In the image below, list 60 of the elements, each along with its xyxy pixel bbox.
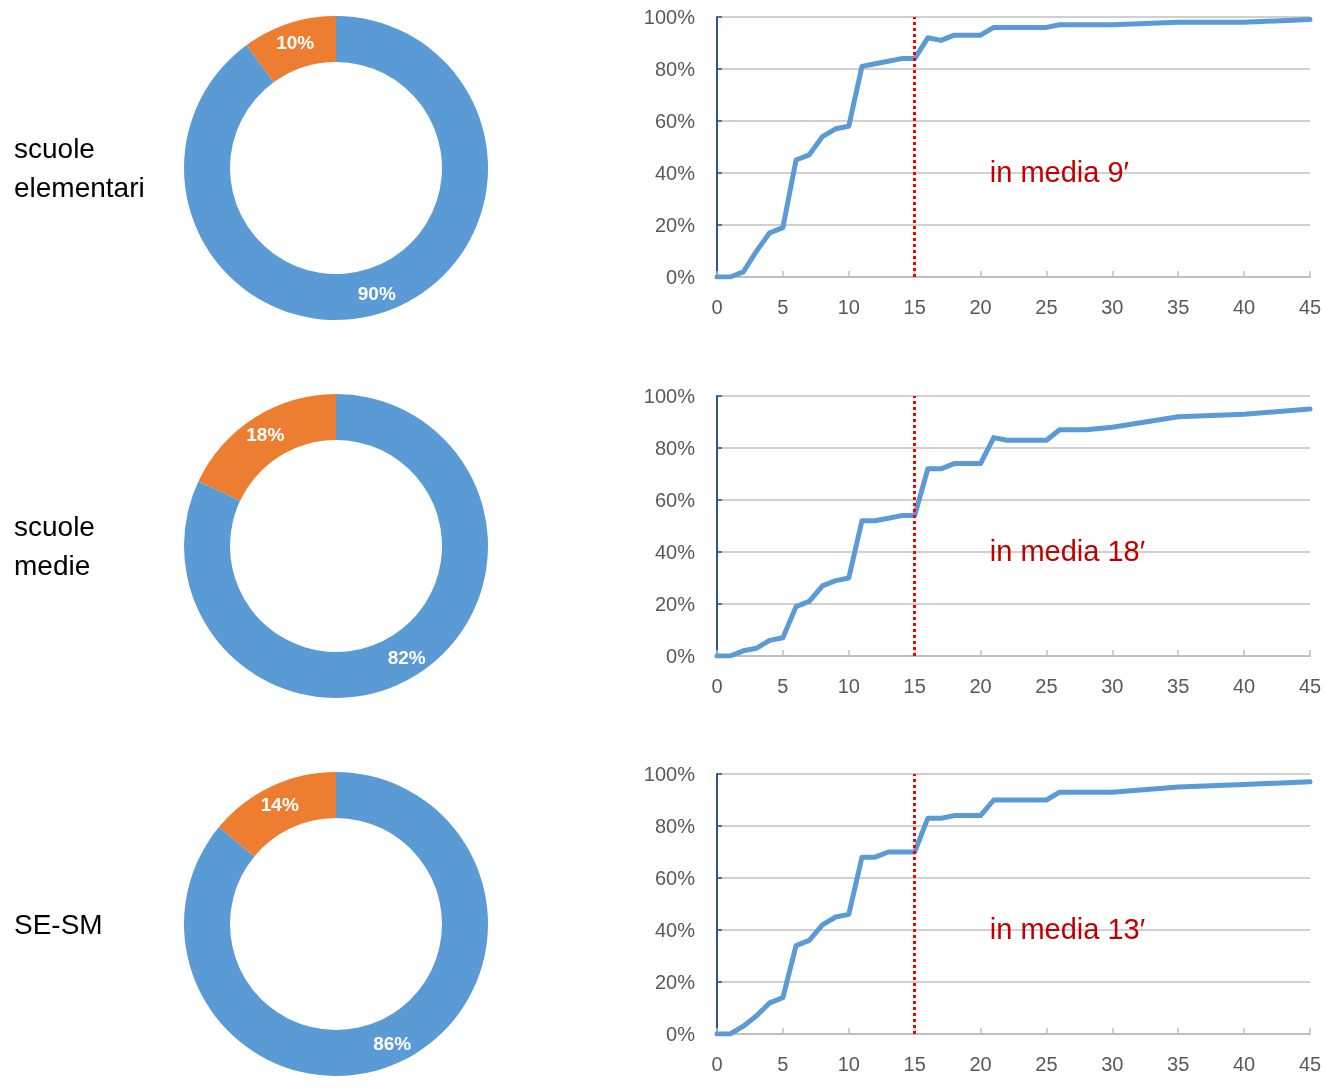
- y-tick-label: 0%: [666, 645, 696, 667]
- x-tick-label: 35: [1167, 675, 1190, 697]
- x-tick-label: 20: [969, 296, 992, 318]
- x-tick-label: 10: [837, 675, 860, 697]
- x-tick-label: 45: [1298, 1053, 1322, 1075]
- text: SE-SM: [14, 908, 103, 940]
- annotation: in media 18′: [989, 535, 1146, 568]
- y-tick-label: 60%: [654, 489, 696, 511]
- x-tick-label: 25: [1035, 296, 1058, 318]
- x-tick-label: 45: [1298, 675, 1322, 697]
- data-label: 82%: [387, 646, 426, 668]
- y-tick-label: 80%: [654, 58, 696, 80]
- y-tick-label: 40%: [654, 919, 696, 941]
- x-tick-label: 0: [711, 296, 723, 318]
- x-tick-label: 30: [1101, 1053, 1124, 1075]
- x-tick-label: 0: [711, 675, 723, 697]
- x-tick-label: 30: [1101, 675, 1124, 697]
- x-tick-label: 20: [969, 675, 992, 697]
- y-tick-label: 20%: [654, 971, 696, 993]
- x-tick-label: 15: [903, 1053, 926, 1075]
- x-tick-label: 40: [1232, 1053, 1256, 1075]
- x-tick-label: 10: [837, 296, 860, 318]
- y-tick-label: 20%: [654, 593, 696, 615]
- x-tick-label: 0: [711, 1053, 723, 1075]
- x-tick-label: 45: [1298, 296, 1322, 318]
- annotation: in media 13′: [989, 913, 1146, 946]
- x-tick-label: 25: [1035, 675, 1058, 697]
- text: scuole elementari: [14, 133, 145, 203]
- data-label: 90%: [357, 283, 396, 305]
- data-label: 10%: [276, 31, 315, 53]
- data-label: 18%: [246, 424, 285, 446]
- x-tick-label: 35: [1167, 1053, 1190, 1075]
- y-tick-label: 100%: [643, 763, 696, 785]
- x-tick-label: 15: [903, 296, 926, 318]
- x-tick-label: 5: [777, 675, 789, 697]
- y-tick-label: 40%: [654, 541, 696, 563]
- x-tick-label: 35: [1167, 296, 1190, 318]
- y-tick-label: 60%: [654, 867, 696, 889]
- y-tick-label: 60%: [654, 110, 696, 132]
- x-tick-label: 15: [903, 675, 926, 697]
- annotation: in media 9′: [989, 156, 1130, 189]
- x-tick-label: 40: [1232, 296, 1256, 318]
- x-tick-label: 5: [777, 1053, 789, 1075]
- x-tick-label: 10: [837, 1053, 860, 1075]
- text: scuole medie: [14, 511, 103, 581]
- x-tick-label: 30: [1101, 296, 1124, 318]
- y-tick-label: 100%: [643, 385, 696, 407]
- y-tick-label: 20%: [654, 214, 696, 236]
- y-tick-label: 100%: [643, 6, 696, 28]
- x-tick-label: 20: [969, 1053, 992, 1075]
- y-tick-label: 80%: [654, 815, 696, 837]
- y-tick-label: 80%: [654, 437, 696, 459]
- data-label: 14%: [260, 794, 299, 816]
- x-tick-label: 25: [1035, 1053, 1058, 1075]
- y-tick-label: 40%: [654, 162, 696, 184]
- data-label: 86%: [373, 1032, 412, 1054]
- y-tick-label: 0%: [666, 266, 696, 288]
- x-tick-label: 5: [777, 296, 789, 318]
- y-tick-label: 0%: [666, 1023, 696, 1045]
- x-tick-label: 40: [1232, 675, 1256, 697]
